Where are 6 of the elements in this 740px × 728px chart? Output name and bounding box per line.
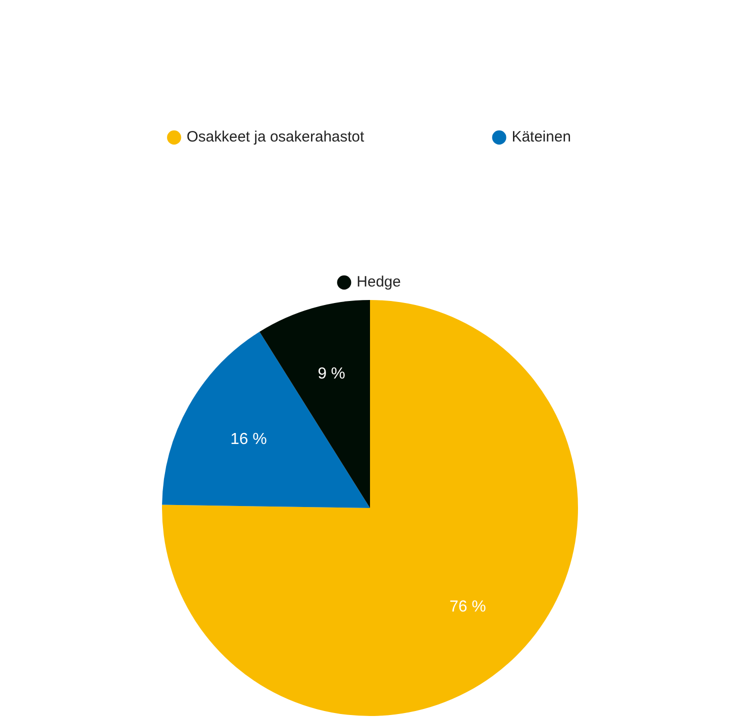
- legend-label: Käteinen: [512, 128, 571, 146]
- legend-label: Osakkeet ja osakerahastot: [186, 128, 366, 146]
- data-label: 16 %: [230, 430, 267, 448]
- legend-label: Hedge: [356, 274, 401, 291]
- data-label: 76 %: [450, 598, 486, 616]
- data-label: 9 %: [318, 365, 346, 382]
